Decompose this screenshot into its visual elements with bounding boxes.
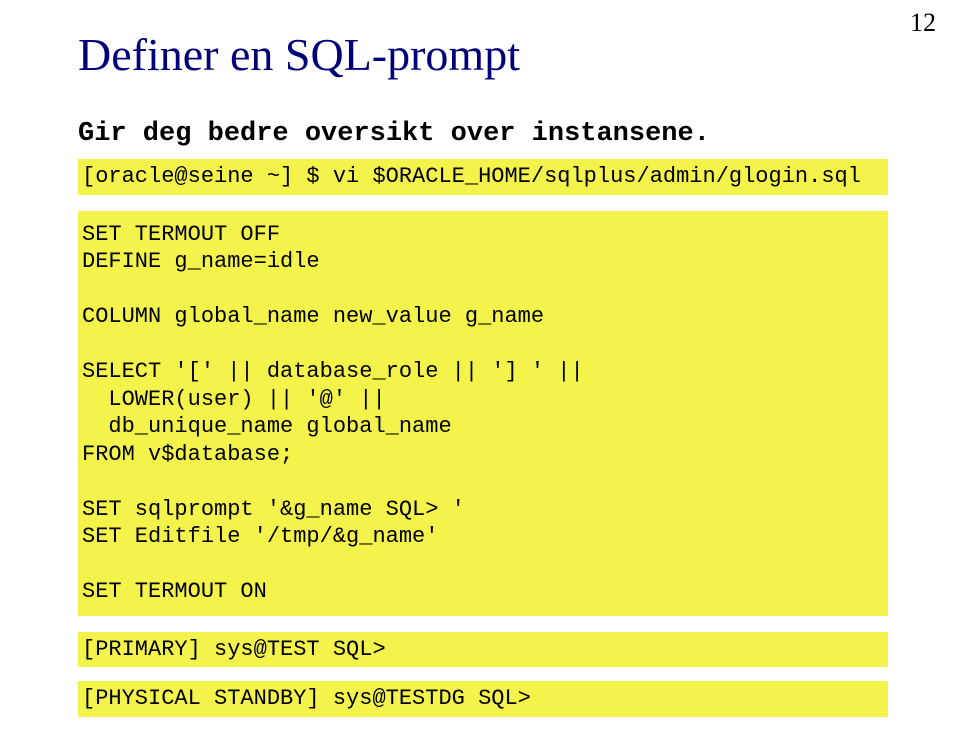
- page-title: Definer en SQL-prompt: [0, 0, 960, 81]
- page-number: 12: [910, 8, 936, 38]
- code-block-command: [oracle@seine ~] $ vi $ORACLE_HOME/sqlpl…: [78, 159, 888, 195]
- code-block-result-primary: [PRIMARY] sys@TEST SQL>: [78, 632, 888, 668]
- code-block-main: SET TERMOUT OFF DEFINE g_name=idle COLUM…: [78, 211, 888, 616]
- subtitle-text: Gir deg bedre oversikt over instansene.: [78, 119, 960, 149]
- code-block-result-standby: [PHYSICAL STANDBY] sys@TESTDG SQL>: [78, 681, 888, 717]
